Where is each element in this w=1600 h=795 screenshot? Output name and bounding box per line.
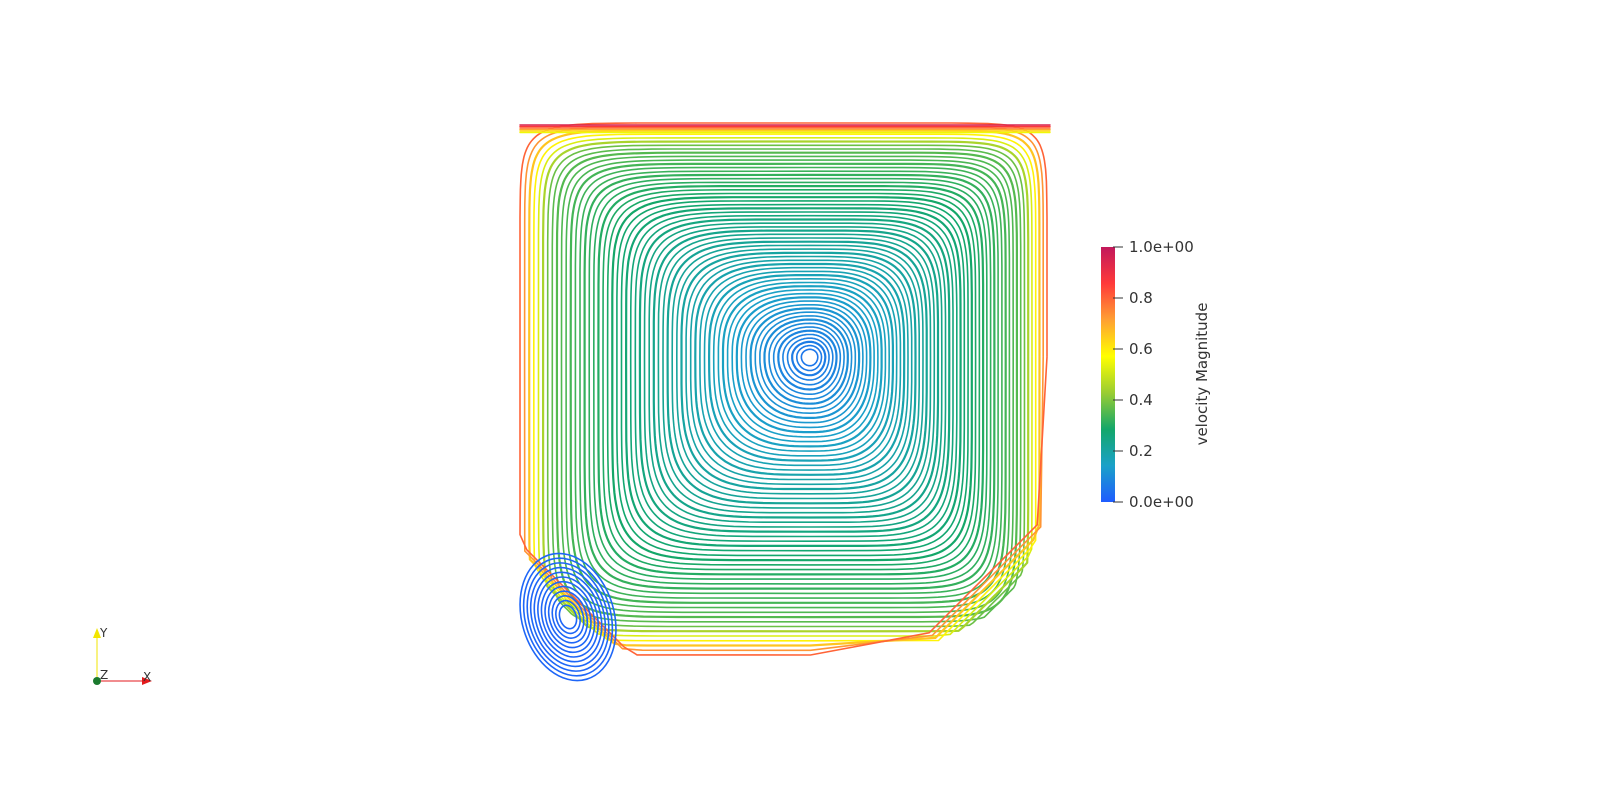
secondary-eddy-streamline — [530, 566, 606, 668]
streamline — [657, 233, 936, 514]
secondary-eddy-streamline — [540, 580, 596, 654]
streamline — [671, 244, 924, 500]
streamline — [551, 148, 1022, 623]
streamline — [680, 251, 917, 491]
streamline — [796, 344, 823, 372]
streamline — [666, 240, 928, 505]
streamline — [759, 315, 853, 410]
streamline — [537, 136, 1033, 637]
colorbar-tick-label: 0.8 — [1129, 289, 1153, 307]
colorbar-ticks: 1.0e+00 0.8 0.6 0.4 0.2 0.0e+00 — [1113, 238, 1194, 511]
streamline — [791, 340, 827, 377]
streamline — [588, 177, 992, 585]
secondary-eddy-streamline — [558, 604, 578, 630]
streamline — [675, 248, 920, 495]
streamline — [749, 307, 861, 419]
streamline — [694, 262, 906, 476]
streamline — [611, 196, 973, 562]
z-axis-marker — [93, 677, 101, 685]
streamline — [763, 318, 849, 405]
colorbar-tick-label: 0.4 — [1129, 391, 1153, 409]
streamline — [555, 151, 1018, 619]
secondary-eddy-streamline — [555, 599, 581, 635]
streamline — [592, 181, 988, 580]
secondary-eddy-streamline — [544, 585, 592, 649]
streamline — [602, 189, 981, 571]
secondary-eddy-streamline — [519, 552, 617, 682]
streamline — [707, 274, 894, 462]
streamline — [703, 270, 898, 467]
streamlines-plot — [519, 122, 1051, 682]
y-axis-arrow — [93, 628, 101, 638]
streamline — [662, 237, 932, 509]
streamline — [565, 159, 1011, 609]
orientation-axes: Y Z X — [93, 626, 152, 685]
streamline — [629, 211, 958, 543]
streamline — [583, 173, 996, 590]
x-axis-label: X — [143, 670, 151, 684]
streamline — [712, 277, 890, 457]
secondary-eddy-streamline — [547, 590, 589, 644]
secondary-eddy-streamline — [537, 576, 599, 658]
streamline — [542, 140, 1030, 633]
streamline — [782, 333, 834, 386]
streamline — [689, 259, 909, 481]
streamline — [786, 337, 830, 381]
streamline — [652, 229, 940, 519]
streamline — [745, 304, 864, 424]
streamline — [624, 207, 962, 547]
streamline — [731, 292, 875, 438]
streamline — [638, 218, 951, 533]
streamline — [597, 185, 985, 576]
streamline — [606, 192, 977, 566]
streamline — [546, 144, 1026, 628]
colorbar-gradient — [1101, 247, 1115, 502]
streamline — [726, 289, 879, 443]
secondary-eddy-streamline — [533, 571, 603, 663]
streamline — [685, 255, 913, 486]
secondary-eddy-streamline — [551, 595, 585, 639]
colorbar-tick-label: 0.6 — [1129, 340, 1153, 358]
streamline — [648, 226, 943, 523]
streamline — [768, 322, 845, 400]
secondary-eddy-streamline — [526, 562, 610, 672]
secondary-eddy-streamline — [522, 557, 614, 677]
streamline — [620, 203, 966, 552]
colorbar: 1.0e+00 0.8 0.6 0.4 0.2 0.0e+00 velocity Magn… — [1101, 238, 1211, 511]
colorbar-tick-label: 0.0e+00 — [1129, 493, 1194, 511]
streamline — [754, 311, 857, 415]
streamline — [717, 281, 887, 452]
streamline — [721, 285, 883, 448]
streamline — [800, 348, 819, 367]
streamline — [772, 326, 842, 395]
streamline — [616, 200, 969, 557]
colorbar-title: velocity Magnitude — [1193, 303, 1211, 446]
y-axis-label: Y — [99, 626, 108, 640]
streamline — [699, 266, 902, 471]
streamline — [532, 133, 1037, 642]
streamline — [777, 329, 838, 391]
z-axis-label: Z — [100, 668, 108, 682]
streamline — [579, 170, 999, 595]
streamline — [528, 129, 1041, 647]
streamline — [740, 300, 868, 429]
x-axis-arrow — [142, 677, 152, 685]
streamline — [735, 296, 872, 434]
colorbar-tick-label: 0.2 — [1129, 442, 1153, 460]
colorbar-tick-label: 1.0e+00 — [1129, 238, 1194, 256]
streamline — [634, 214, 954, 538]
streamline — [643, 222, 947, 528]
